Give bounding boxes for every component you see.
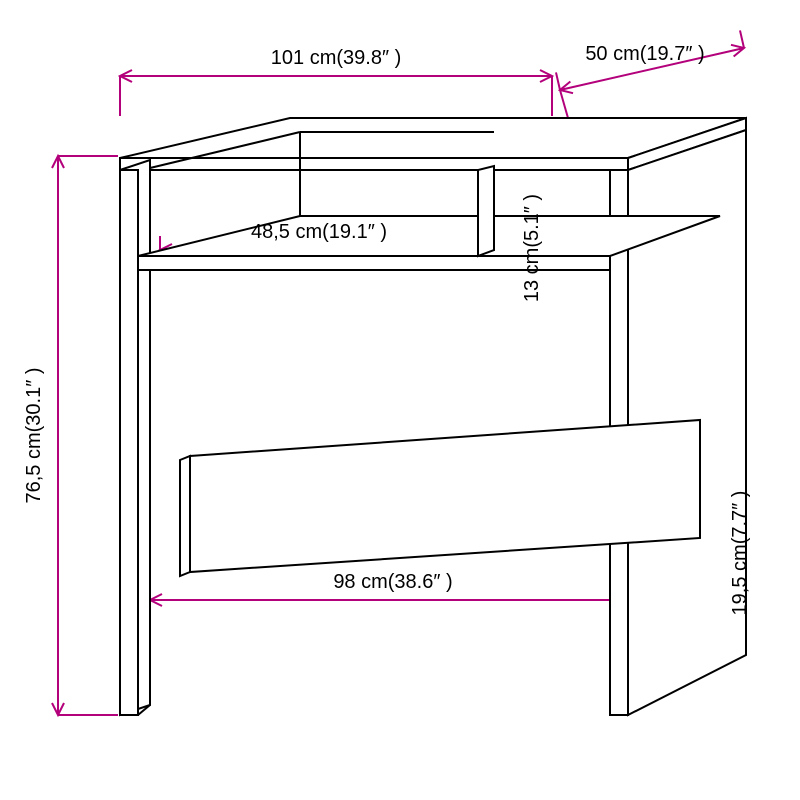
desk-edge [478, 166, 494, 256]
dim-shelf-width: 48,5 cm(19.1″ ) [251, 221, 387, 243]
dimension-line [560, 90, 568, 118]
dimension-line [740, 30, 744, 48]
dimension-line [556, 72, 560, 90]
dim-depth: 50 cm(19.7″ ) [585, 43, 704, 65]
desk-edge [180, 456, 190, 576]
desk-edge [120, 170, 138, 715]
dim-panel-height: 19,5 cm(7.7″ ) [729, 491, 751, 616]
desk-edge [120, 158, 628, 170]
dim-inner-width: 98 cm(38.6″ ) [333, 571, 452, 593]
dim-height: 76,5 cm(30.1″ ) [23, 367, 45, 503]
dim-shelf-height: 13 cm(5.1″ ) [521, 194, 543, 302]
dim-top-width: 101 cm(39.8″ ) [271, 47, 401, 69]
